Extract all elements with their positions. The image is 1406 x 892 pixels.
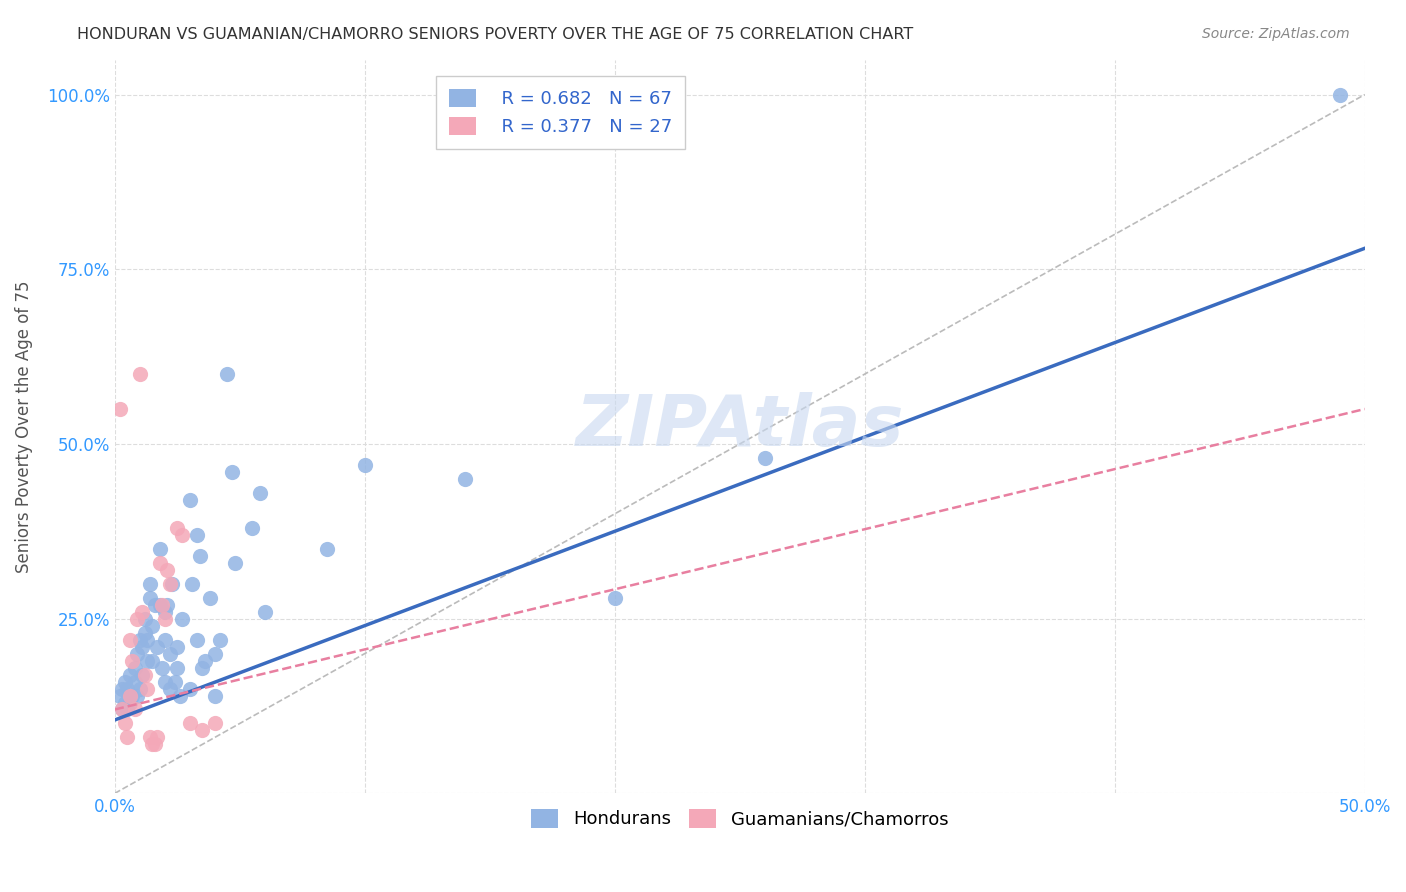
Point	[172, 612, 194, 626]
Point	[224, 556, 246, 570]
Point	[127, 647, 149, 661]
Point	[146, 640, 169, 654]
Point	[198, 591, 221, 605]
Point	[153, 674, 176, 689]
Point	[166, 640, 188, 654]
Point	[754, 450, 776, 465]
Point	[181, 576, 204, 591]
Point	[108, 402, 131, 417]
Point	[163, 674, 186, 689]
Point	[134, 612, 156, 626]
Point	[121, 689, 143, 703]
Point	[159, 681, 181, 696]
Point	[603, 591, 626, 605]
Text: Source: ZipAtlas.com: Source: ZipAtlas.com	[1202, 27, 1350, 41]
Point	[117, 681, 139, 696]
Point	[240, 521, 263, 535]
Point	[204, 689, 226, 703]
Point	[111, 702, 134, 716]
Point	[143, 738, 166, 752]
Point	[217, 367, 239, 381]
Point	[249, 486, 271, 500]
Point	[121, 654, 143, 668]
Point	[186, 528, 208, 542]
Point	[204, 647, 226, 661]
Point	[127, 612, 149, 626]
Point	[114, 696, 136, 710]
Point	[117, 731, 139, 745]
Point	[111, 702, 134, 716]
Point	[221, 465, 243, 479]
Point	[153, 632, 176, 647]
Point	[166, 660, 188, 674]
Legend: Hondurans, Guamanians/Chamorros: Hondurans, Guamanians/Chamorros	[524, 802, 955, 836]
Point	[156, 563, 179, 577]
Point	[159, 647, 181, 661]
Point	[136, 681, 159, 696]
Point	[179, 716, 201, 731]
Point	[136, 654, 159, 668]
Point	[124, 702, 146, 716]
Point	[114, 674, 136, 689]
Point	[253, 605, 276, 619]
Point	[118, 667, 141, 681]
Point	[128, 681, 150, 696]
Point	[131, 640, 153, 654]
Point	[188, 549, 211, 563]
Point	[156, 598, 179, 612]
Point	[111, 681, 134, 696]
Point	[454, 472, 477, 486]
Point	[141, 738, 163, 752]
Point	[150, 660, 173, 674]
Point	[143, 598, 166, 612]
Point	[118, 689, 141, 703]
Point	[114, 716, 136, 731]
Point	[353, 458, 375, 472]
Point	[208, 632, 231, 647]
Point	[117, 702, 139, 716]
Point	[146, 731, 169, 745]
Point	[162, 576, 184, 591]
Point	[204, 716, 226, 731]
Text: ZIPAtlas: ZIPAtlas	[575, 392, 904, 461]
Point	[118, 632, 141, 647]
Text: HONDURAN VS GUAMANIAN/CHAMORRO SENIORS POVERTY OVER THE AGE OF 75 CORRELATION CH: HONDURAN VS GUAMANIAN/CHAMORRO SENIORS P…	[77, 27, 914, 42]
Point	[124, 660, 146, 674]
Point	[191, 660, 214, 674]
Point	[169, 689, 191, 703]
Point	[134, 625, 156, 640]
Point	[150, 598, 173, 612]
Point	[118, 696, 141, 710]
Y-axis label: Seniors Poverty Over the Age of 75: Seniors Poverty Over the Age of 75	[15, 280, 32, 573]
Point	[131, 605, 153, 619]
Point	[128, 632, 150, 647]
Point	[179, 681, 201, 696]
Point	[172, 528, 194, 542]
Point	[134, 667, 156, 681]
Point	[141, 618, 163, 632]
Point	[131, 667, 153, 681]
Point	[166, 521, 188, 535]
Point	[153, 612, 176, 626]
Point	[108, 689, 131, 703]
Point	[136, 632, 159, 647]
Point	[139, 591, 162, 605]
Point	[153, 605, 176, 619]
Point	[149, 556, 172, 570]
Point	[316, 541, 339, 556]
Point	[124, 674, 146, 689]
Point	[141, 654, 163, 668]
Point	[139, 576, 162, 591]
Point	[159, 576, 181, 591]
Point	[149, 598, 172, 612]
Point	[127, 689, 149, 703]
Point	[149, 541, 172, 556]
Point	[179, 492, 201, 507]
Point	[1329, 87, 1351, 102]
Point	[194, 654, 217, 668]
Point	[191, 723, 214, 738]
Point	[128, 367, 150, 381]
Point	[186, 632, 208, 647]
Point	[139, 731, 162, 745]
